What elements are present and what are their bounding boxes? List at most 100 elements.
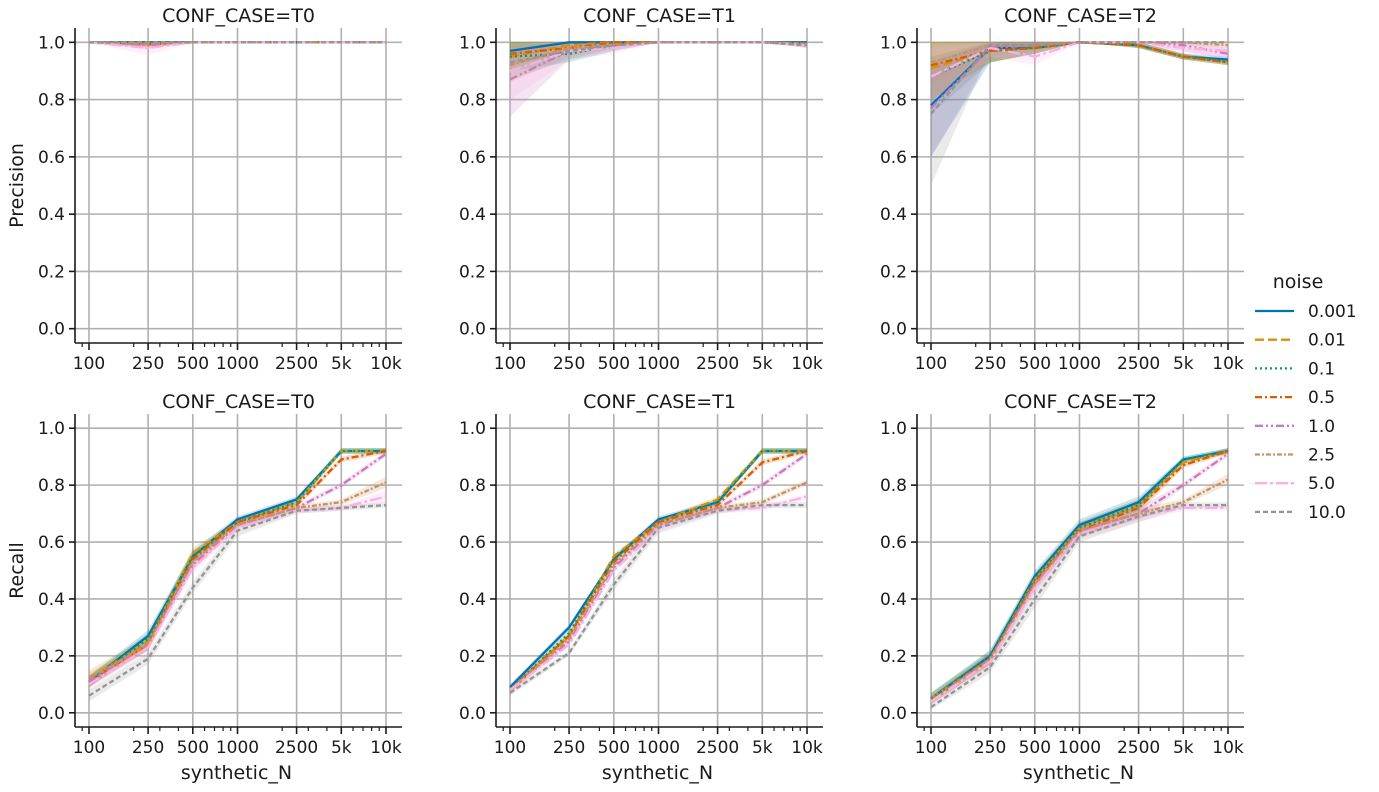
x-tick-label: 500: [177, 354, 209, 374]
panel-recall-t1: CONF_CASE=T1 0.0 0.2 0.4 0.6 0.8 1.0 100 250 500 1…: [459, 391, 823, 784]
x-tick-label: 250: [553, 738, 585, 758]
series-line-noise-2.5: [509, 481, 808, 691]
series-lines: [509, 449, 808, 694]
legend-item: 0.5: [1255, 388, 1335, 408]
panels: CONF_CASE=T0 0.0 0.2 0.4 0.6 0.8 1.0 100 250 500 1…: [6, 5, 1244, 784]
series-line-noise-5.0: [88, 495, 387, 686]
ci-band-noise-0.01: [931, 42, 1228, 100]
y-tick-label: 0.4: [459, 590, 486, 610]
x-tick-label: 250: [553, 354, 585, 374]
series-line-noise-0.01: [930, 449, 1229, 700]
x-tick-label: 2500: [275, 738, 318, 758]
panel-title: CONF_CASE=T2: [1004, 391, 1157, 413]
series-line-noise-5.0: [509, 495, 808, 691]
ci-band-noise-0.01: [510, 42, 807, 71]
series-line-noise-10.0: [930, 41, 1228, 115]
y-tick-label: 0.8: [880, 476, 907, 496]
legend-title: noise: [1273, 271, 1324, 293]
x-tick-label: 100: [494, 738, 526, 758]
y-tick-label: 0.8: [38, 476, 65, 496]
y-tick-label: 0.4: [38, 590, 65, 610]
legend-item: 0.01: [1255, 331, 1346, 351]
x-tick-label: 2500: [696, 738, 739, 758]
series-lines: [930, 41, 1229, 115]
y-tick-label: 0.0: [459, 704, 486, 724]
ci-band-noise-2.5: [931, 42, 1228, 86]
x-tick-label: 250: [974, 354, 1006, 374]
x-tick-label: 500: [177, 738, 209, 758]
x-tick-label: 5k: [1173, 738, 1194, 758]
x-tick-label: 5k: [752, 738, 773, 758]
x-tick-label: 500: [598, 354, 630, 374]
y-tick-label: 1.0: [459, 419, 486, 439]
legend-label: 5.0: [1308, 474, 1335, 494]
x-tick-label: 1000: [637, 354, 680, 374]
ci-band-noise-0.001: [510, 42, 807, 60]
y-tick-label: 0.6: [459, 148, 486, 168]
ci-band-noise-0.5: [931, 42, 1228, 100]
x-tick-label: 2500: [1117, 354, 1160, 374]
series-line-noise-2.5: [88, 41, 386, 45]
x-tick-label: 1000: [216, 738, 259, 758]
series-line-noise-1.0: [509, 452, 808, 691]
y-tick-label: 0.2: [38, 647, 65, 667]
series-line-noise-2.5: [930, 478, 1229, 703]
panel-title: CONF_CASE=T1: [583, 5, 736, 27]
legend-label: 2.5: [1308, 446, 1335, 466]
ci-band-noise-5.0: [931, 505, 1228, 705]
panel-recall-t0: CONF_CASE=T0 0.0 0.2 0.4 0.6 0.8 1.0 100 250 500 1…: [6, 391, 402, 784]
legend-item: 0.001: [1255, 302, 1357, 322]
panel-title: CONF_CASE=T0: [162, 391, 315, 413]
x-tick-label: 250: [132, 354, 164, 374]
series-lines: [930, 449, 1229, 709]
panel-precision-t1: CONF_CASE=T1 0.0 0.2 0.4 0.6 0.8 1.0 100 250 500 1…: [459, 5, 823, 374]
y-tick-label: 0.4: [459, 205, 486, 225]
x-tick-label: 5k: [331, 354, 352, 374]
x-tick-label: 100: [915, 354, 947, 374]
series-line-noise-10.0: [509, 41, 808, 64]
panel-precision-t2: CONF_CASE=T2 0.0 0.2 0.4 0.6 0.8 1.0 100 250 500 1…: [880, 5, 1244, 374]
y-axis-label: Recall: [6, 542, 28, 599]
legend-label: 0.001: [1308, 302, 1357, 322]
x-axis-label: synthetic_N: [1023, 762, 1134, 784]
y-tick-label: 0.8: [38, 91, 65, 111]
series-line-noise-2.5: [88, 481, 387, 680]
series-line-noise-0.5: [88, 449, 387, 683]
panel-recall-t2: CONF_CASE=T2 0.0 0.2 0.4 0.6 0.8 1.0 100 250 500 1…: [880, 391, 1244, 784]
series-line-noise-10.0: [930, 503, 1228, 709]
ci-band-noise-10.0: [931, 502, 1228, 710]
x-tick-label: 500: [1019, 354, 1051, 374]
x-tick-label: 500: [1019, 738, 1051, 758]
series-lines: [509, 41, 808, 81]
series-line-noise-0.5: [509, 449, 808, 691]
legend-label: 1.0: [1308, 417, 1335, 437]
legend-item: 0.1: [1255, 359, 1335, 379]
x-tick-label: 100: [494, 354, 526, 374]
ci-band-noise-0.1: [931, 42, 1228, 114]
legend-label: 10.0: [1308, 503, 1346, 523]
x-tick-label: 10k: [791, 738, 823, 758]
legend-items: 0.001 0.01 0.1 0.5 1.0 2.5 5.0 10.0: [1255, 302, 1357, 523]
y-tick-label: 0.0: [880, 320, 907, 340]
y-tick-label: 0.0: [38, 704, 65, 724]
y-axis-label: Precision: [6, 143, 28, 228]
series-line-noise-10.0: [509, 503, 807, 694]
x-tick-label: 5k: [1173, 354, 1194, 374]
x-tick-label: 2500: [1117, 738, 1160, 758]
x-tick-label: 1000: [1058, 738, 1101, 758]
legend-item: 5.0: [1255, 474, 1335, 494]
y-tick-label: 0.2: [459, 647, 486, 667]
y-tick-label: 0.6: [459, 533, 486, 553]
x-tick-label: 100: [915, 738, 947, 758]
y-tick-label: 1.0: [880, 419, 907, 439]
x-tick-label: 2500: [696, 354, 739, 374]
x-tick-label: 100: [73, 738, 105, 758]
ci-band-noise-10.0: [89, 502, 386, 702]
y-tick-label: 1.0: [38, 33, 65, 53]
series-line-noise-0.5: [930, 449, 1229, 703]
legend-label: 0.1: [1308, 359, 1335, 379]
legend-item: 2.5: [1255, 446, 1335, 466]
series-lines: [88, 449, 387, 697]
y-tick-label: 0.6: [38, 533, 65, 553]
